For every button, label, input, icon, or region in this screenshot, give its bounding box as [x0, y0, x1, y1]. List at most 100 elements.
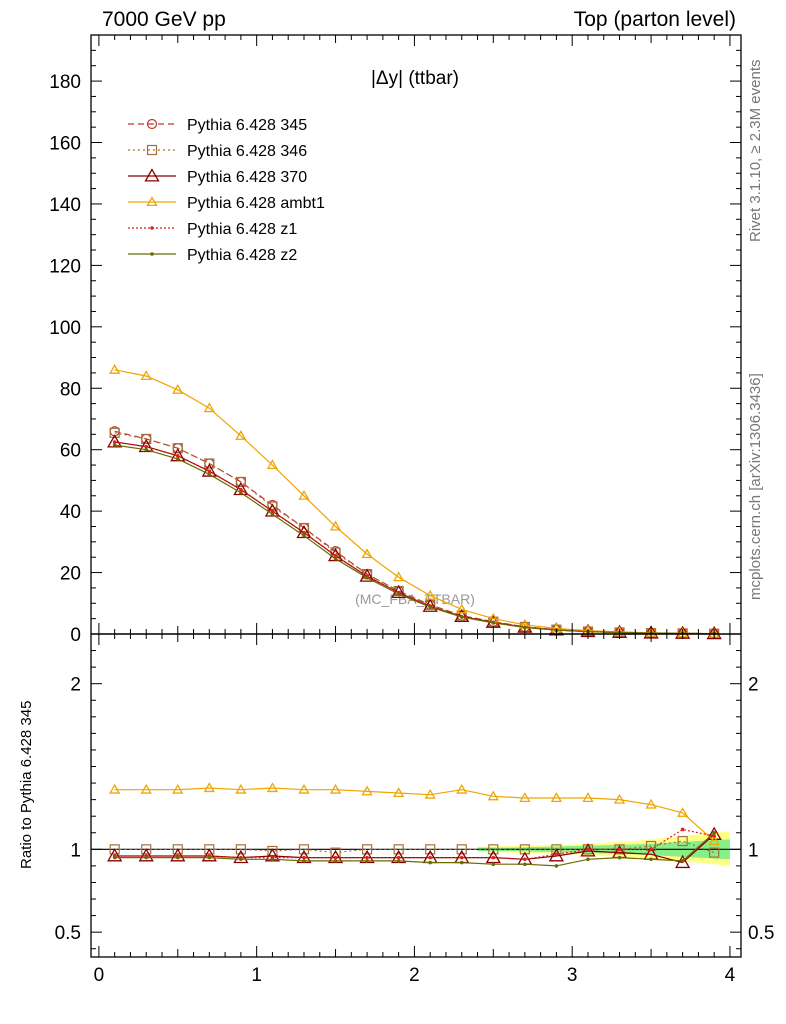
data-point [365, 575, 369, 580]
data-point [239, 487, 243, 492]
ratio-data-point [233, 849, 249, 864]
legend-marker [146, 144, 158, 156]
ratio-plot-panel: 0.5 0.5 1 1 2 2 0 1 2 3 4 [55, 633, 774, 986]
ratio-series-line [114, 828, 715, 860]
ratio-data-point [298, 783, 310, 794]
series-line [114, 444, 715, 635]
ratio-series-line [114, 787, 715, 842]
ratio-y-tick-label: 1 [70, 840, 81, 861]
data-point [491, 621, 496, 625]
y-tick-label: 120 [49, 256, 81, 277]
ratio-data-point [144, 855, 149, 860]
legend-label: Pythia 6.428 370 [187, 169, 307, 186]
ratio-data-point [107, 848, 123, 862]
ratio-data-point [459, 855, 464, 860]
ratio-plot-frame [90, 633, 742, 958]
ratio-data-point [393, 844, 404, 855]
legend-marker [144, 168, 160, 182]
data-point [172, 383, 184, 394]
ratio-data-point [617, 855, 622, 860]
data-point [112, 440, 117, 444]
ratio-data-point [140, 783, 152, 794]
ratio-data-point [554, 864, 559, 868]
ratio-data-point [235, 783, 247, 794]
data-point [172, 443, 183, 454]
legend-label: Pythia 6.428 z1 [187, 221, 297, 238]
data-point [270, 509, 275, 513]
ratio-data-point [333, 859, 338, 863]
ratio-y-tick-label: 2 [70, 675, 81, 696]
series-line [114, 441, 715, 635]
data-point [327, 547, 344, 562]
data-point [112, 443, 117, 447]
ratio-data-point [235, 844, 246, 855]
ratio-data-point [424, 788, 436, 799]
ratio-data-point [239, 857, 243, 862]
ratio-data-point [677, 807, 689, 817]
y-tick-label: 20 [60, 564, 81, 585]
y-tick-label: 140 [49, 195, 81, 216]
ratio-data-point [456, 783, 468, 794]
y-tick-label: 100 [49, 318, 81, 339]
data-point [266, 459, 279, 470]
x-tick-label: 0 [94, 965, 105, 986]
ratio-data-point [487, 790, 499, 801]
ratio-data-point [302, 859, 306, 863]
ratio-data-point [201, 848, 217, 862]
ratio-data-point [548, 848, 565, 862]
ratio-data-point [266, 782, 279, 793]
data-point [207, 469, 212, 473]
ratio-data-point [712, 834, 716, 838]
ratio-data-point [523, 857, 527, 862]
x-tick-label: 3 [567, 965, 578, 986]
data-point [523, 625, 527, 630]
data-point [264, 503, 281, 517]
ratio-data-point [586, 847, 590, 852]
legend-marker [150, 252, 154, 256]
data-point [235, 476, 246, 488]
ratio-data-point [709, 847, 720, 858]
main-plot-panel: (MC_FBA_TTBAR) 0 20 40 60 80 100 120 140 160 180 |Δ… [49, 34, 742, 646]
data-point [391, 584, 407, 599]
data-point [140, 370, 152, 380]
ratio-data-point [645, 798, 657, 809]
data-point [329, 520, 342, 531]
ratio-data-point [519, 792, 531, 803]
ratio-data-point [712, 830, 716, 835]
ratio-data-point [675, 854, 691, 869]
y-tick-label: 40 [60, 502, 81, 523]
series-line [114, 369, 715, 635]
data-point [233, 481, 249, 496]
ratio-data-point [491, 855, 496, 860]
ratio-data-point [329, 783, 342, 794]
ratio-data-point [649, 857, 653, 862]
ratio-data-point [361, 844, 373, 855]
legend-label: Pythia 6.428 345 [187, 117, 307, 134]
ratio-data-point [172, 783, 184, 794]
header-left: 7000 GeV pp [102, 8, 226, 31]
header-right: Top (parton level) [573, 8, 736, 31]
ratio-data-point [138, 848, 154, 862]
y-tick-label: 0 [70, 625, 81, 646]
ratio-data-point [393, 787, 405, 798]
ratio-data-point [680, 859, 685, 863]
ratio-data-point [554, 852, 559, 857]
legend-label: Pythia 6.428 z2 [187, 247, 297, 264]
ratio-data-point [270, 857, 275, 862]
data-point [428, 605, 432, 609]
data-point [302, 533, 306, 538]
data-point [204, 458, 215, 469]
ratio-data-point [617, 847, 622, 852]
ratio-data-point [677, 835, 688, 847]
ratio-data-point [298, 844, 310, 855]
legend: Pythia 6.428 345 Pythia 6.428 346 Pythia 6… [128, 117, 325, 264]
ratio-data-point [613, 793, 626, 804]
ratio-data-point [112, 855, 117, 860]
data-point [235, 430, 247, 440]
data-point [298, 489, 310, 500]
y-tick-label: 180 [49, 72, 81, 93]
legend-marker [146, 196, 158, 207]
ratio-data-point [550, 792, 563, 803]
legend-label: Pythia 6.428 346 [187, 143, 307, 160]
ratio-data-point [365, 855, 369, 860]
